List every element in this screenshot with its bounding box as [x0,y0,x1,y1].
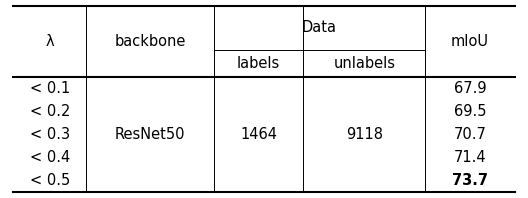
Text: unlabels: unlabels [333,56,395,71]
Text: Data: Data [302,20,337,35]
Text: 73.7: 73.7 [452,173,488,188]
Text: < 0.2: < 0.2 [30,104,70,119]
Text: < 0.1: < 0.1 [30,81,70,96]
Text: < 0.3: < 0.3 [30,127,70,142]
Text: 71.4: 71.4 [454,150,486,165]
Text: backbone: backbone [115,34,186,49]
Text: 1464: 1464 [240,127,277,142]
Text: 67.9: 67.9 [454,81,486,96]
Text: mIoU: mIoU [451,34,489,49]
Text: < 0.5: < 0.5 [30,173,70,188]
Text: 70.7: 70.7 [454,127,486,142]
Text: 9118: 9118 [346,127,383,142]
Text: ResNet50: ResNet50 [115,127,185,142]
Text: labels: labels [237,56,280,71]
Text: 69.5: 69.5 [454,104,486,119]
Text: λ: λ [45,34,54,49]
Text: < 0.4: < 0.4 [30,150,70,165]
